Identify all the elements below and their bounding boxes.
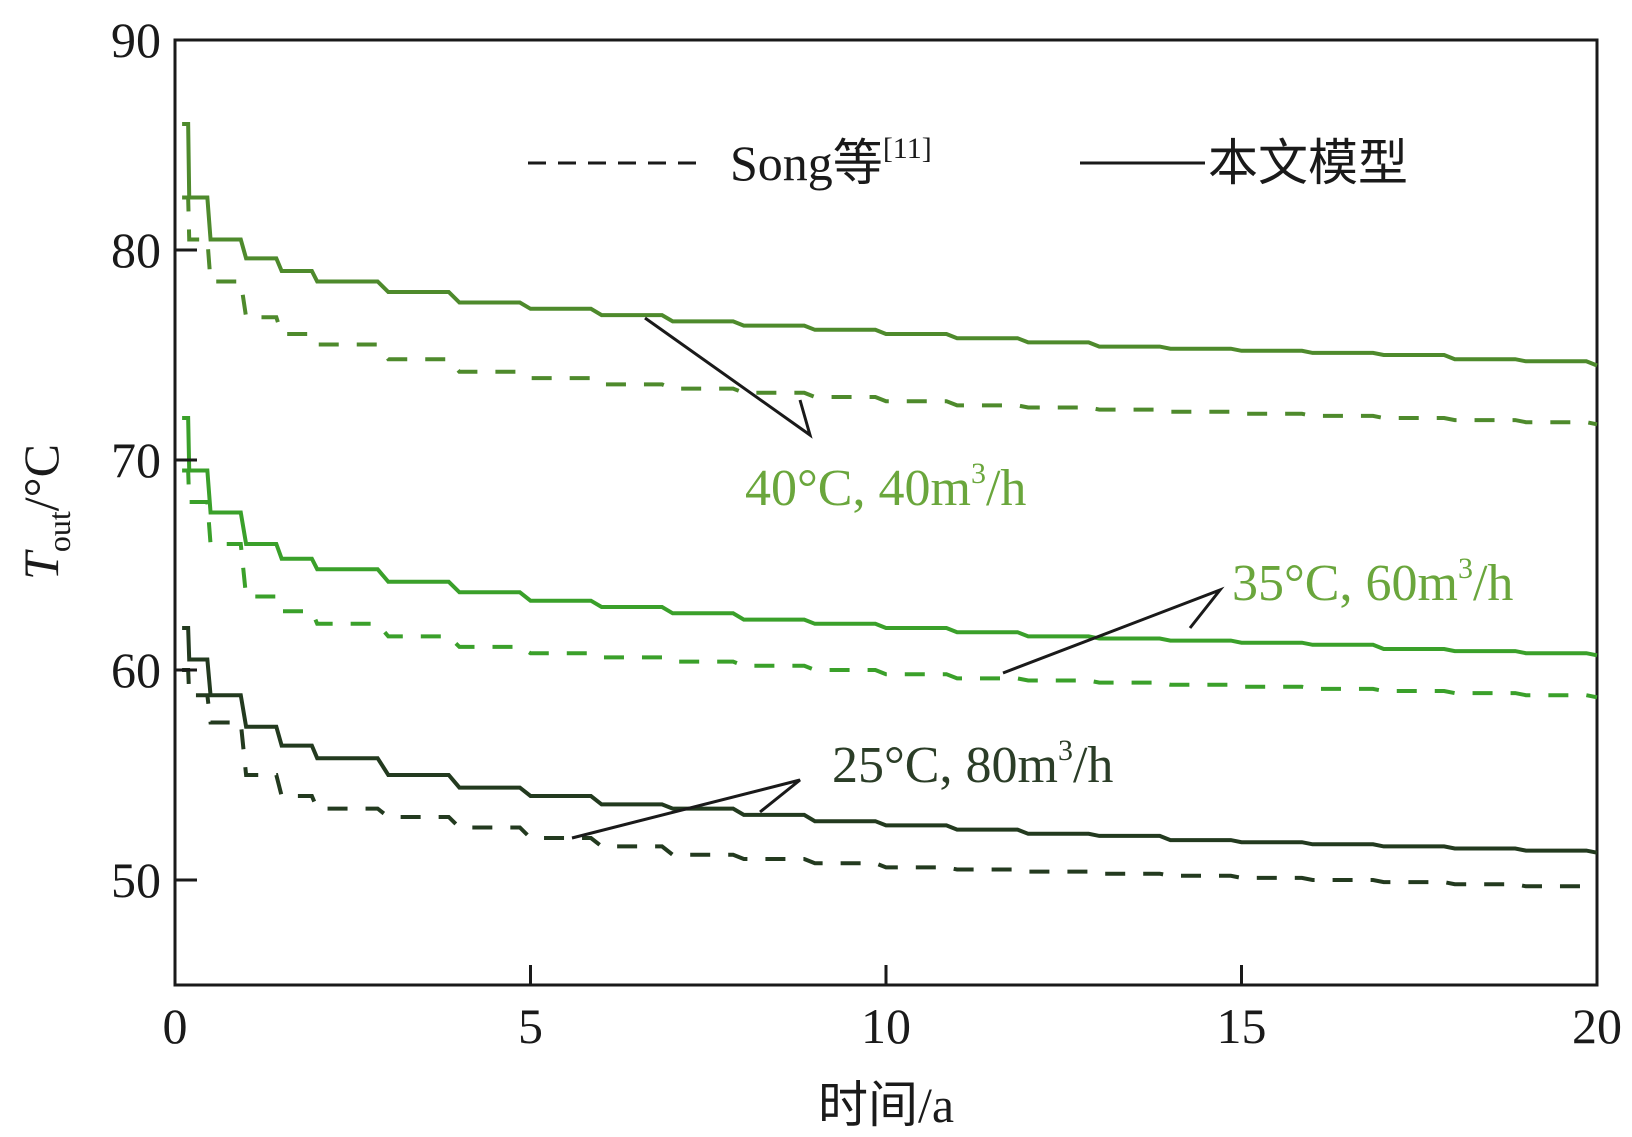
y-tick-label: 80 [111,222,161,278]
annotation-35-tail: /h [1473,555,1513,612]
x-tick-label: 10 [861,998,911,1054]
y-axis-title-group: Tout/°C [13,444,77,580]
legend-label-song-sup: [11] [883,132,932,165]
y-axis-title-rest: /°C [13,444,69,511]
annotation-25-tail: /h [1073,737,1113,794]
annotation-35-sup: 3 [1458,552,1473,585]
series-line-model-2 [182,416,1598,658]
annotation-leader-35 [1002,586,1225,675]
legend-label-song: Song等[11] [730,132,932,191]
legend: Song等[11] 本文模型 [528,132,1408,191]
series-line-song-1 [182,195,1598,427]
ticks-layer: 0 5 10 15 20 50 60 70 80 90 [111,12,1622,1054]
x-tick-label: 15 [1217,998,1267,1054]
series-line-model-0 [182,122,1598,368]
x-tick-label: 0 [163,998,188,1054]
series-layer [182,122,1598,891]
annotation-leader-25 [571,778,801,840]
y-axis-title-sub: out [41,511,77,552]
y-axis-title: Tout/°C [13,444,77,580]
legend-label-model: 本文模型 [1208,135,1408,191]
annotation-35c-60m3h: 35°C, 60m3/h [1232,552,1513,612]
annotation-35-text: 35°C, 60m [1232,555,1458,612]
series-line-song-5 [182,668,1598,891]
series-line-model-4 [182,626,1598,855]
y-axis-title-main: T [13,549,69,580]
annotation-leaders [571,316,1225,840]
legend-label-song-text: Song等 [730,135,883,191]
annotation-25-text: 25°C, 80m [832,737,1058,794]
y-tick-label: 70 [111,432,161,488]
annotation-40-text: 40°C, 40m [745,460,971,517]
annotation-25c-80m3h: 25°C, 80m3/h [832,734,1113,794]
x-tick-label: 5 [518,998,543,1054]
x-tick-label: 20 [1572,998,1622,1054]
annotation-40c-40m3h: 40°C, 40m3/h [745,457,1026,517]
y-tick-label: 90 [111,12,161,68]
annotation-leader-40 [644,316,813,439]
y-tick-label: 60 [111,642,161,698]
annotation-40-sup: 3 [971,457,986,490]
y-tick-label: 50 [111,852,161,908]
x-axis-title: 时间/a [818,1077,954,1133]
series-line-song-3 [182,468,1598,700]
annotation-40-tail: /h [986,460,1026,517]
annotation-25-sup: 3 [1058,734,1073,767]
